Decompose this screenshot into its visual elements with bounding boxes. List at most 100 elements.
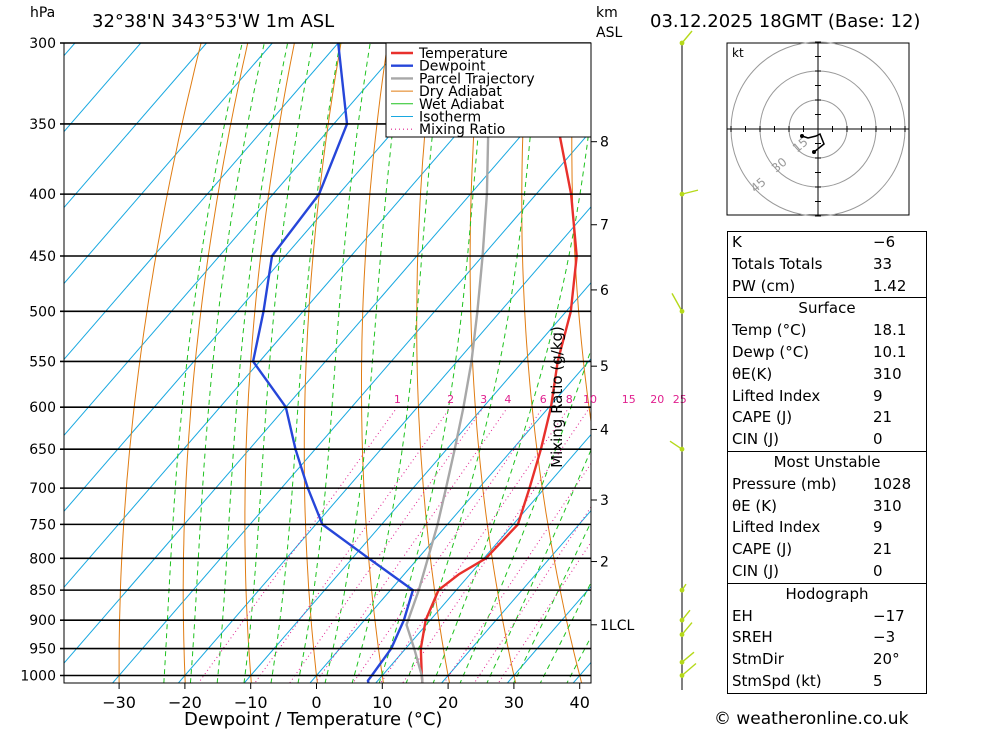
isotherm-line [64, 43, 471, 513]
index-value: 18.1 [873, 321, 907, 340]
legend-label: Parcel Trajectory [419, 71, 535, 87]
index-value: 33 [873, 254, 893, 273]
temperature-tick-label: 0 [311, 693, 321, 712]
index-key: CAPE (J) [732, 408, 793, 427]
wind-barb [681, 583, 687, 591]
index-key: Dewp (°C) [732, 342, 810, 361]
mixing-ratio-label: 10 [583, 393, 597, 406]
height-unit-asl: ASL [596, 25, 623, 41]
dry-adiabat-line [469, 43, 517, 683]
surface-row: Dewp (°C) 10.1 [728, 342, 926, 364]
isotherm-line [64, 43, 339, 361]
hodograph-row: StmSpd (kt) 5 [728, 671, 926, 693]
wet-adiabat-line [486, 448, 591, 683]
legend-label: Wet Adiabat [419, 97, 505, 113]
wet-adiabat-line [163, 43, 243, 683]
isotherm-line [178, 206, 591, 683]
pressure-tick-label: 1000 [20, 669, 56, 685]
dry-adiabat-line [182, 43, 249, 683]
height-km-label: 5 [600, 359, 609, 375]
index-key: Lifted Index [732, 518, 821, 537]
height-km-label: 8 [600, 135, 609, 151]
mixing-ratio-axis-text: Mixing Ratio (g/kg) [548, 326, 566, 468]
wind-barb [681, 609, 691, 621]
index-value: 10.1 [873, 342, 907, 361]
isotherm-line [441, 509, 591, 683]
isotherm-line [112, 130, 591, 683]
location-title: 32°38'N 343°53'W 1m ASL [92, 11, 335, 32]
mixing-ratio-label: 6 [540, 393, 547, 406]
wet-adiabat-line [432, 109, 591, 683]
index-key: CIN (J) [732, 430, 780, 449]
mixing-ratio-label: 8 [566, 393, 573, 406]
index-value: 9 [873, 386, 883, 405]
most-unstable-row: CAPE (J) 21 [728, 539, 926, 561]
copyright-text: © weatheronline.co.uk [714, 709, 909, 729]
wet-adiabat-line [243, 43, 314, 683]
mixing-ratio-label: 25 [673, 393, 687, 406]
index-value: −6 [873, 233, 896, 251]
dry-adiabat-line [118, 43, 202, 683]
pressure-tick-label: 900 [29, 613, 56, 629]
legend-label: Dewpoint [419, 59, 486, 75]
pressure-tick-label: 700 [29, 481, 56, 497]
pressure-tick-label: 950 [29, 642, 56, 658]
temperature-tick-label: 10 [372, 693, 392, 712]
wet-adiabat-line [378, 43, 488, 683]
hodograph-row: EH −17 [728, 606, 926, 628]
dry-adiabat-line [361, 43, 389, 683]
mixing-ratio-label: 3 [480, 393, 487, 406]
wet-adiabat-line [539, 581, 591, 683]
most-unstable-title: Most Unstable [773, 452, 881, 471]
index-value: 20° [873, 650, 900, 669]
wind-barb [681, 662, 697, 677]
height-km-label: 4 [600, 422, 609, 438]
wind-barb [681, 651, 695, 663]
temperature-tick-label: −20 [168, 693, 202, 712]
index-key: CIN (J) [732, 561, 780, 580]
pressure-tick-label: 450 [29, 249, 56, 265]
temperature-tick-label: 40 [570, 693, 590, 712]
mixing-ratio-label: 15 [622, 393, 636, 406]
mixing-ratio-label: 4 [504, 393, 511, 406]
pressure-tick-label: 550 [29, 354, 56, 370]
index-key: θE (K) [732, 496, 777, 515]
surface-box: Surface Temp (°C) 18.1 Dewp (°C) 10.1 θE(K… [727, 297, 927, 452]
pressure-tick-label: 650 [29, 442, 56, 458]
pressure-tick-label: 500 [29, 304, 56, 320]
index-value: 1028 [873, 474, 912, 493]
index-value: 0 [873, 430, 883, 449]
most-unstable-row: Pressure (mb) 1028 [728, 474, 926, 496]
surface-row: Lifted Index 9 [728, 386, 926, 408]
index-value: 310 [873, 364, 902, 383]
height-km-label: 2 [600, 555, 609, 571]
wet-adiabat-line [513, 521, 591, 683]
most-unstable-row: θE (K) 310 [728, 496, 926, 518]
height-km-label: 7 [600, 218, 609, 234]
most-unstable-box: Most Unstable Pressure (mb) 1028 θE (K) 31… [727, 450, 927, 584]
most-unstable-row: Lifted Index 9 [728, 517, 926, 539]
surface-row: θE(K) 310 [728, 364, 926, 386]
mixing-ratio-line [443, 462, 591, 683]
wind-barb [681, 189, 699, 195]
wind-barb [681, 622, 693, 635]
pressure-tick-label: 350 [29, 117, 56, 133]
pressure-tick-label: 600 [29, 400, 56, 416]
temperature-tick-label: 20 [438, 693, 458, 712]
height-km-label: 1LCL [600, 618, 634, 634]
hodograph-row: SREH −3 [728, 627, 926, 649]
height-km-label: 6 [600, 283, 609, 299]
index-key: CAPE (J) [732, 540, 793, 559]
index-value: 21 [873, 408, 893, 427]
hodograph-point [800, 134, 804, 138]
legend-label: Isotherm [419, 110, 481, 126]
pressure-tick-label: 850 [29, 583, 56, 599]
mixing-ratio-line [402, 406, 591, 683]
wind-barb [681, 30, 693, 44]
index-value: 5 [873, 671, 883, 690]
pressure-unit-label: hPa [30, 5, 56, 21]
mixing-ratio-line [314, 406, 509, 683]
temperature-tick-label: −10 [234, 693, 268, 712]
index-value: 0 [873, 561, 883, 580]
